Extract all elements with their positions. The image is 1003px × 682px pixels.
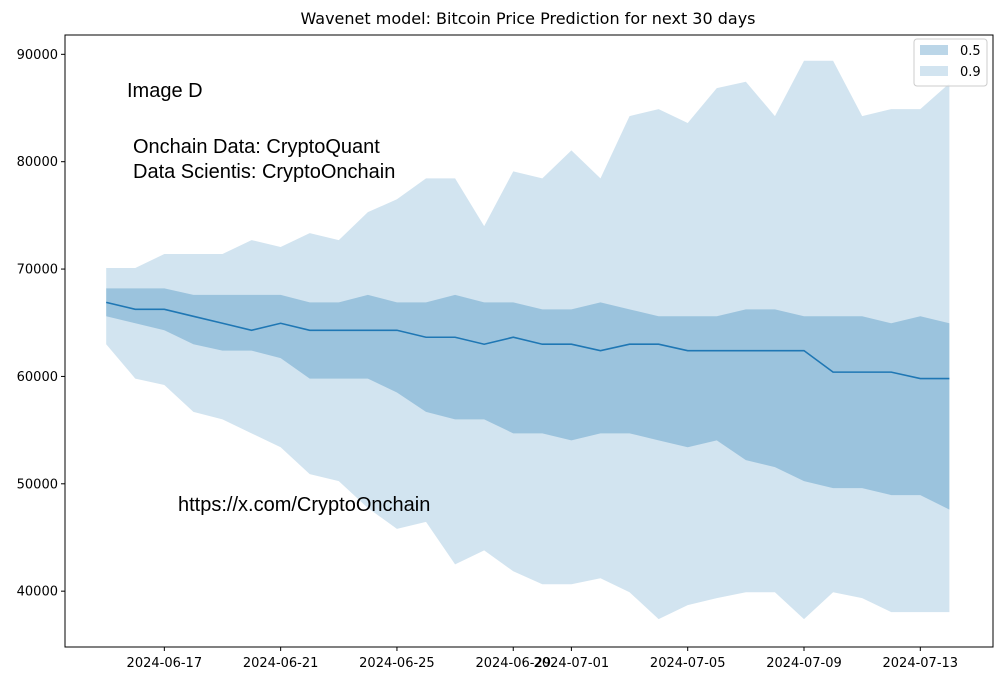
x-tick-label: 2024-07-13 [883,656,959,671]
y-tick-label: 60000 [17,370,58,385]
y-tick-label: 90000 [17,48,58,63]
line-median [106,301,950,380]
y-tick-label: 50000 [17,477,58,492]
chart-title: Wavenet model: Bitcoin Price Prediction … [300,9,755,28]
legend: 0.5 0.9 [913,38,988,87]
x-tick-label: 2024-06-21 [243,656,319,671]
y-tick-label: 40000 [17,585,58,600]
x-tick-label: 2024-06-29 [475,656,551,671]
source-line-1: Onchain Data: CryptoQuant [133,136,380,158]
x-axis: 2024-06-17 2024-06-21 2024-06-25 2024-06-29… [127,647,959,671]
x-tick-label: 2024-06-17 [127,656,203,671]
x-tick-label: 2024-07-05 [650,656,726,671]
plot-frame [64,34,994,648]
y-tick-label: 70000 [17,263,58,278]
y-axis: 40000 50000 60000 70000 80000 90000 [17,48,65,600]
lines [106,301,950,380]
x-tick-label: 2024-07-09 [766,656,842,671]
x-tick-label: 2024-07-01 [534,656,610,671]
y-tick-label: 80000 [17,155,58,170]
url-annotation: https://x.com/CryptoOnchain [178,494,430,516]
legend-swatch-0.5 [920,45,948,55]
image-label: Image D [127,80,203,102]
legend-label-0.9: 0.9 [960,65,981,80]
band-0.5 [106,288,950,510]
legend-box [913,38,988,87]
source-line-2: Data Scientis: CryptoOnchain [133,161,395,183]
x-tick-label: 2024-06-25 [359,656,435,671]
legend-label-0.5: 0.5 [960,44,981,59]
legend-swatch-0.9 [920,66,948,76]
